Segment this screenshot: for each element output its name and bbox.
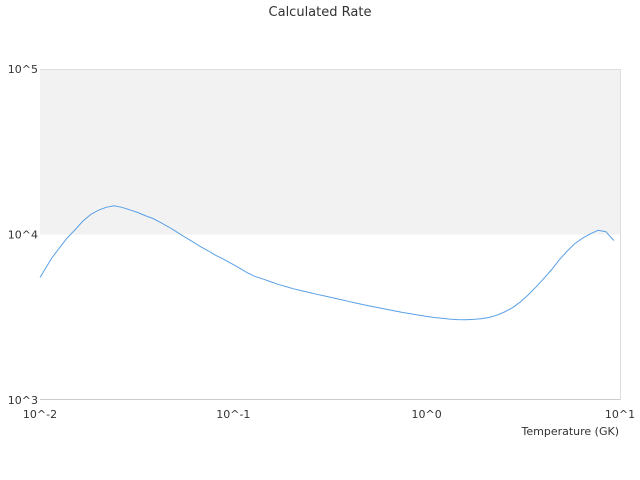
x-axis-label: Temperature (GK) [521, 425, 620, 438]
x-tick-label: 10^-1 [216, 408, 250, 421]
y-tick-label: 10^5 [8, 63, 38, 76]
x-tick-label: 10^0 [412, 408, 442, 421]
plot-area [39, 205, 615, 321]
shaded-band [40, 69, 620, 235]
y-tick-labels: 10^3 10^4 10^5 [8, 63, 38, 407]
chart-title: Calculated Rate [269, 5, 372, 20]
x-tick-labels: 10^-2 10^-1 10^0 10^1 [23, 408, 635, 421]
y-tick-label: 10^3 [8, 394, 38, 407]
x-tick-label: 10^1 [605, 408, 635, 421]
x-tick-label: 10^-2 [23, 408, 57, 421]
series-line [39, 205, 615, 321]
y-tick-label: 10^4 [8, 229, 38, 242]
